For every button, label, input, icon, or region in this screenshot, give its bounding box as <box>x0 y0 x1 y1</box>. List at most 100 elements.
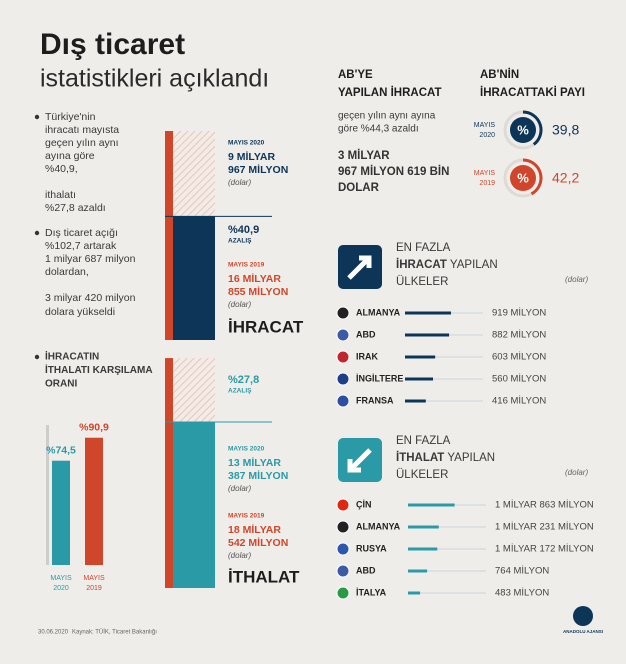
list-highlight: İTHALAT <box>396 451 444 464</box>
country: ABD <box>356 565 376 575</box>
flag <box>336 498 350 512</box>
import-arrow <box>347 448 372 473</box>
country-value: 882 MİLYON <box>492 330 546 341</box>
note: dolardan, <box>45 266 89 278</box>
country: ABD <box>356 329 376 339</box>
country-value: 1 MİLYAR 172 MİLYON <box>495 544 594 555</box>
note: ithalatı <box>45 189 76 201</box>
period: MAYIS 2020 <box>228 140 265 147</box>
country: ALMANYA <box>356 307 401 317</box>
bullet <box>34 114 40 120</box>
change-note: AZALIŞ <box>228 388 252 395</box>
country-bar <box>405 311 451 315</box>
list-rest: YAPILAN <box>447 452 495 464</box>
country-value: 603 MİLYON <box>492 352 546 363</box>
share-period: MAYIS <box>474 170 496 177</box>
footer-source: Kaynak: TÜİK, Ticaret Bakanlığı <box>72 629 157 636</box>
bar-2019-strip <box>165 130 173 340</box>
country-bar <box>408 591 421 595</box>
country-bar <box>408 525 439 529</box>
bar-2020 <box>173 216 215 340</box>
note: 3 milyar 420 milyon <box>45 292 136 304</box>
country-value: 416 MİLYON <box>492 396 546 407</box>
eu-export-title: YAPILAN İHRACAT <box>338 86 442 99</box>
share-icon <box>510 117 536 143</box>
list-first: EN FAZLA <box>396 242 451 254</box>
country-bar <box>405 399 426 403</box>
country-value: 1 MİLYAR 863 MİLYON <box>495 500 594 511</box>
share-arc <box>522 158 543 196</box>
flag <box>336 328 350 342</box>
list-first: EN FAZLA <box>396 435 451 447</box>
note: Türkiye'nin <box>45 111 96 123</box>
note: %40,9, <box>45 163 78 175</box>
country-value: 483 MİLYON <box>495 588 549 599</box>
change: %27,8 <box>228 374 259 386</box>
amount: 16 MİLYAR <box>228 272 281 285</box>
note: dolara yükseldi <box>45 306 115 318</box>
eu-export-title: AB'YE <box>338 69 373 81</box>
unit: (dolar) <box>228 178 251 187</box>
list-last: ÜLKELER <box>396 469 448 481</box>
country-bar <box>405 355 436 359</box>
list-highlight: İHRACAT <box>396 258 447 271</box>
share-arc <box>522 110 543 146</box>
period: MAYIS 2019 <box>228 513 265 520</box>
country: FRANSA <box>356 395 394 405</box>
eu-export-text: geçen yılın aynı ayına <box>338 111 436 122</box>
flag <box>336 542 350 556</box>
flag <box>336 372 350 386</box>
change-note: AZALIŞ <box>228 238 252 245</box>
list-rest: YAPILAN <box>450 259 498 271</box>
note: geçen yılın aynı <box>45 137 119 149</box>
title: Dış ticaret <box>40 28 185 61</box>
eu-share-title: AB'NİN <box>480 68 519 81</box>
flag <box>336 520 350 534</box>
footer-date: 30.06.2020 <box>38 630 69 636</box>
bar-2020 <box>173 422 215 588</box>
coverage-bar <box>52 460 70 565</box>
coverage-title: ORANI <box>45 379 77 390</box>
flag <box>336 586 350 600</box>
bullet <box>34 354 40 360</box>
coverage-period: 2019 <box>86 585 102 592</box>
period: MAYIS 2019 <box>228 262 265 269</box>
note: %27,8 azaldı <box>45 202 106 214</box>
note: Dış ticaret açığı <box>45 227 118 239</box>
country-value: 560 MİLYON <box>492 374 546 385</box>
coverage-period: MAYIS <box>83 575 105 582</box>
share-period: MAYIS <box>474 122 496 129</box>
share-icon <box>510 165 536 191</box>
unit: (dolar) <box>228 551 251 560</box>
country: ÇİN <box>356 499 372 509</box>
bullet <box>34 230 40 236</box>
country-bar <box>405 333 450 337</box>
country: RUSYA <box>356 543 387 553</box>
note: ihracatı mayısta <box>45 124 119 136</box>
share-value: 39,8 <box>552 122 579 138</box>
coverage-bar <box>85 437 103 565</box>
logo-text: ANADOLU AJANSI <box>563 629 603 634</box>
share-icon-text: % <box>517 170 529 185</box>
section-label: İHRACAT <box>228 317 304 336</box>
share-value: 42,2 <box>552 170 579 186</box>
list-unit: (dolar) <box>565 468 588 477</box>
amount: 855 MİLYON <box>228 285 288 298</box>
eu-export-amount: 3 MİLYAR <box>338 149 390 162</box>
logo-mark <box>573 606 593 626</box>
country-value: 1 MİLYAR 231 MİLYON <box>495 522 594 533</box>
amount: 18 MİLYAR <box>228 523 281 536</box>
coverage-label: %74,5 <box>46 444 76 456</box>
country: İTALYA <box>356 587 387 597</box>
flag <box>336 564 350 578</box>
list-last: ÜLKELER <box>396 276 448 288</box>
change: %40,9 <box>228 224 259 236</box>
share-icon-text: % <box>517 122 529 137</box>
country-value: 764 MİLYON <box>495 566 549 577</box>
amount: 387 MİLYON <box>228 469 288 482</box>
country: İNGİLTERE <box>356 373 403 383</box>
note: %102,7 artarak <box>45 240 117 252</box>
note: 1 milyar 687 milyon <box>45 253 136 265</box>
amount: 9 MİLYAR <box>228 150 275 163</box>
coverage-title: İHRACATIN <box>45 350 99 363</box>
